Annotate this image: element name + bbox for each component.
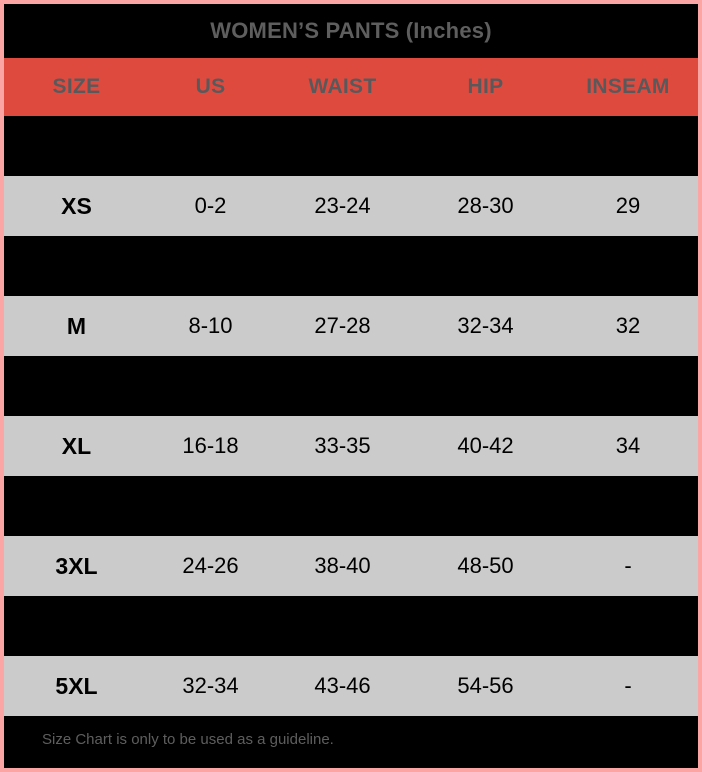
table-header-row: SIZE US WAIST HIP INSEAM xyxy=(4,58,698,116)
cell-hip: 40-42 xyxy=(457,433,514,458)
cell-size: M xyxy=(66,312,87,339)
cell-size: 5XL xyxy=(55,672,98,699)
column-header-hip: HIP xyxy=(467,75,504,98)
chart-footer: Size Chart is only to be used as a guide… xyxy=(4,716,698,763)
column-header-waist: WAIST xyxy=(308,75,377,98)
cell-us: 16-18 xyxy=(182,433,239,458)
cell-waist: 38-40 xyxy=(314,553,371,578)
table-row xyxy=(4,236,698,296)
cell-hip: 32-34 xyxy=(457,313,514,338)
cell-us: 0-2 xyxy=(194,193,227,218)
chart-title-bar: WOMEN’S PANTS (Inches) xyxy=(4,4,698,58)
cell-hip: 48-50 xyxy=(457,553,514,578)
cell-us: 24-26 xyxy=(182,553,239,578)
cell-size: XL xyxy=(61,432,92,459)
cell-hip: 54-56 xyxy=(457,673,514,698)
table-row: M 8-10 27-28 32-34 32 xyxy=(4,296,698,356)
table-row: XS 0-2 23-24 28-30 29 xyxy=(4,176,698,236)
column-header-inseam: INSEAM xyxy=(586,75,670,98)
page-title: WOMEN’S PANTS (Inches) xyxy=(210,18,492,43)
cell-us: 32-34 xyxy=(182,673,239,698)
footer-disclaimer: Size Chart is only to be used as a guide… xyxy=(42,731,334,748)
cell-inseam: 32 xyxy=(615,313,641,338)
column-header-us: US xyxy=(195,75,226,98)
cell-inseam: - xyxy=(624,553,632,578)
table-row: 5XL 32-34 43-46 54-56 - xyxy=(4,656,698,716)
cell-size: 3XL xyxy=(55,552,98,579)
table-row: 3XL 24-26 38-40 48-50 - xyxy=(4,536,698,596)
cell-us: 8-10 xyxy=(188,313,233,338)
table-row: XL 16-18 33-35 40-42 34 xyxy=(4,416,698,476)
cell-waist: 23-24 xyxy=(314,193,371,218)
table-row xyxy=(4,476,698,536)
cell-waist: 27-28 xyxy=(314,313,371,338)
cell-inseam: 29 xyxy=(615,193,641,218)
cell-inseam: 34 xyxy=(615,433,641,458)
cell-waist: 43-46 xyxy=(314,673,371,698)
cell-hip: 28-30 xyxy=(457,193,514,218)
table-row xyxy=(4,596,698,656)
column-header-size: SIZE xyxy=(52,75,101,98)
cell-size: XS xyxy=(61,192,92,219)
cell-inseam: - xyxy=(624,673,632,698)
table-row xyxy=(4,116,698,176)
table-row xyxy=(4,356,698,416)
cell-waist: 33-35 xyxy=(314,433,371,458)
